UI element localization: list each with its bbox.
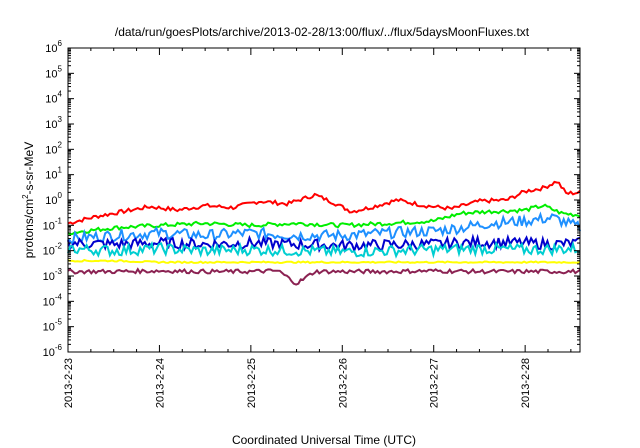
y-axis-label-sup: 2 <box>21 194 30 199</box>
y-tick-label: 105 <box>45 64 62 80</box>
y-tick-label: 103 <box>45 115 62 131</box>
series-line <box>67 180 581 225</box>
x-tick-label: 2013-2-23 <box>63 358 75 408</box>
y-axis: 10-6 10-5 10-4 10-3 10-2 10-1 100 101 102 103 104 1… <box>43 39 580 359</box>
chart-title: /data/run/goesPlots/archive/2013-02-28/1… <box>115 25 530 39</box>
series-line <box>67 203 581 236</box>
y-tick-label: 101 <box>45 166 62 182</box>
series-line <box>67 258 581 265</box>
series-line <box>67 267 581 286</box>
y-tick-label: 10-6 <box>43 343 63 359</box>
y-axis-label: protons/cm2-s-sr-MeV <box>21 142 36 258</box>
x-axis: 2013-2-23 2013-2-24 2013-2-25 2013-2-26 2013… <box>63 48 572 408</box>
y-tick-label: 10-1 <box>43 216 63 232</box>
y-axis-label-post: -s-sr-MeV <box>22 142 36 195</box>
x-tick-label: 2013-2-26 <box>337 358 349 408</box>
x-tick-label: 2013-2-28 <box>520 358 532 408</box>
x-tick-label: 2013-2-25 <box>246 358 258 408</box>
y-tick-label: 102 <box>45 140 62 156</box>
y-axis-label-pre: protons/cm <box>22 199 36 258</box>
y-tick-label: 104 <box>45 90 62 106</box>
y-tick-label: 10-2 <box>43 242 63 258</box>
x-tick-label: 2013-2-27 <box>429 358 441 408</box>
series-line <box>67 211 581 246</box>
series-line <box>67 233 581 254</box>
y-tick-label: 10-3 <box>43 267 63 283</box>
y-tick-label: 100 <box>45 191 62 207</box>
x-axis-label: Coordinated Universal Time (UTC) <box>232 433 416 447</box>
y-tick-label: 10-5 <box>43 318 63 334</box>
x-tick-label: 2013-2-24 <box>154 358 166 408</box>
y-tick-label: 10-4 <box>43 292 63 308</box>
y-tick-label: 106 <box>45 39 62 55</box>
series-line <box>67 240 581 259</box>
plot-lines <box>67 180 581 286</box>
